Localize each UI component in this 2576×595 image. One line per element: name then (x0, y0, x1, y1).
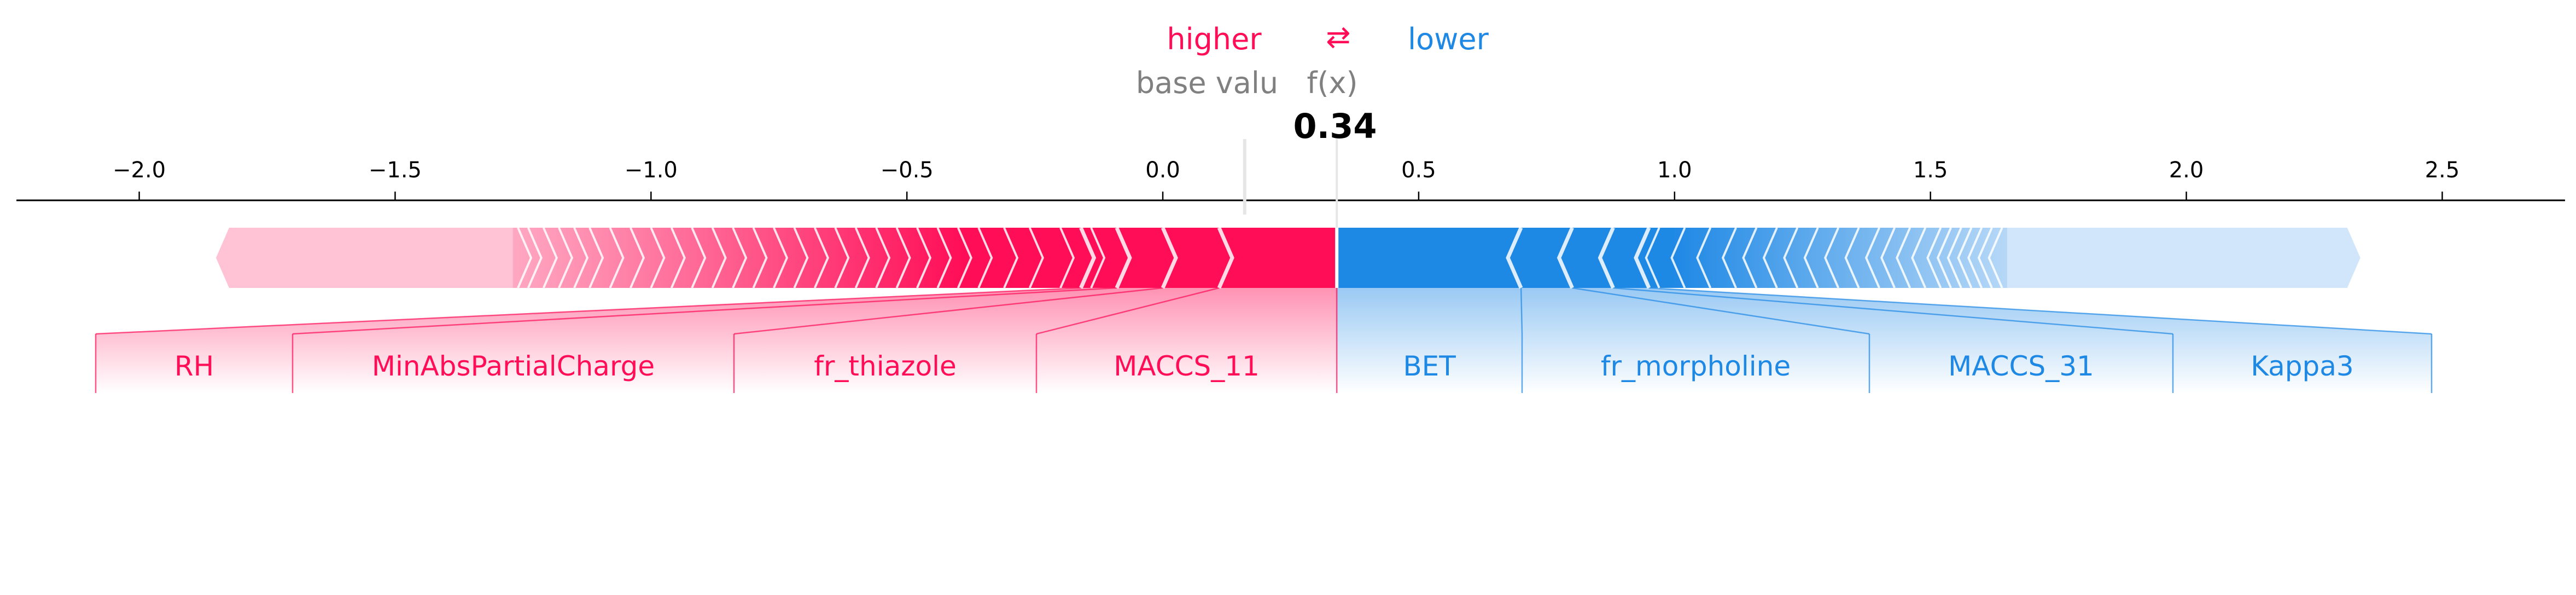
positive-chevron (854, 227, 870, 288)
positive-chevron (793, 227, 809, 288)
positive-chevron (1003, 227, 1019, 288)
negative-feature-connector (1648, 287, 2432, 335)
feature-label: fr_thiazole (814, 350, 956, 382)
positive-chevron (691, 227, 707, 288)
negative-feature-band (1572, 288, 2173, 393)
legend-higher: higher (1167, 22, 1262, 56)
positive-chevron (1028, 227, 1044, 288)
positive-chevron (1059, 227, 1075, 288)
positive-feature-band (293, 288, 1163, 393)
x-tick-label: −0.5 (881, 158, 934, 183)
negative-chevron (1557, 227, 1574, 289)
positive-chevron (732, 227, 748, 288)
legend-lower: lower (1408, 22, 1489, 56)
base-value-label: base valu (1136, 66, 1278, 100)
x-tick-label: −1.0 (625, 158, 678, 183)
negative-chevron (1783, 227, 1799, 288)
negative-chevron (1988, 227, 2003, 288)
x-tick-label: 2.5 (2425, 158, 2460, 183)
negative-chevron (1957, 227, 1973, 288)
positive-chevron (711, 227, 727, 288)
feature-label: BET (1403, 350, 1456, 382)
feature-label: MinAbsPartialCharge (372, 350, 655, 382)
negative-chevron (1762, 227, 1778, 288)
x-tick-label: −1.5 (369, 158, 422, 183)
feature-label: MACCS_11 (1114, 350, 1260, 382)
negative-chevron (1946, 227, 1962, 288)
negative-chevron (1936, 227, 1952, 288)
negative-chevron (1926, 227, 1942, 288)
positive-chevron (834, 227, 850, 288)
positive-bar (512, 228, 1337, 288)
positive-chevron (1217, 227, 1234, 289)
feature-label: fr_morpholine (1601, 350, 1791, 382)
negative-chevron (1803, 227, 1819, 288)
positive-chevron (650, 227, 666, 288)
positive-chevron (1161, 227, 1178, 289)
positive-chevron (527, 227, 543, 288)
positive-chevron (670, 227, 686, 288)
feature-label: Kappa3 (2251, 350, 2353, 382)
fx-label: f(x) (1307, 66, 1357, 100)
negative-chevron (1506, 227, 1523, 289)
x-tick-label: 1.0 (1657, 158, 1692, 183)
x-tick-label: −2.0 (113, 158, 166, 183)
negative-chevron (1598, 227, 1615, 289)
negative-feature-band (1521, 288, 1869, 393)
positive-chevron (773, 227, 789, 288)
positive-chevron (573, 227, 589, 288)
positive-feature-band (96, 288, 1117, 393)
negative-chevron (1911, 227, 1927, 288)
positive-chevron (1115, 227, 1132, 289)
x-tick-label: 1.5 (1913, 158, 1948, 183)
positive-feature-connector (95, 287, 1081, 335)
positive-chevron (752, 227, 768, 288)
positive-feature-band (734, 288, 1219, 393)
positive-chevron (588, 227, 604, 288)
feature-label: RH (174, 350, 214, 382)
feature-label: MACCS_31 (1948, 350, 2094, 382)
legend-arrows-icon: ⇄ (1326, 20, 1350, 54)
positive-chevron (895, 227, 911, 288)
negative-chevron (1844, 227, 1860, 288)
negative-feature-band (1337, 288, 1522, 393)
negative-chevron (1696, 227, 1712, 288)
positive-chevron (558, 227, 574, 288)
negative-chevron (1896, 227, 1911, 288)
negative-chevron (1977, 227, 1993, 288)
positive-chevron (977, 227, 993, 288)
positive-chevron (542, 227, 558, 288)
x-tick-label: 2.0 (2169, 158, 2204, 183)
output-value-label: 0.34 (1293, 106, 1377, 146)
positive-chevron (1090, 227, 1106, 288)
positive-chevron (875, 227, 891, 288)
positive-chevron (957, 227, 972, 288)
positive-chevron (936, 227, 952, 288)
negative-chevron (1967, 227, 1983, 288)
negative-chevron (1864, 227, 1880, 288)
negative-chevron (1880, 227, 1896, 288)
negative-feature-band (1613, 288, 2432, 393)
positive-chevron (916, 227, 932, 288)
negative-chevron (1742, 227, 1758, 288)
negative-chevron (1645, 227, 1660, 288)
x-tick-label: 0.5 (1401, 158, 1436, 183)
negative-chevron (1634, 227, 1651, 289)
positive-chevron (630, 227, 645, 288)
positive-chevron (1079, 227, 1097, 289)
positive-chevron (609, 227, 625, 288)
negative-chevron (1721, 227, 1737, 288)
x-tick-label: 0.0 (1145, 158, 1180, 183)
positive-chevron (813, 227, 829, 288)
negative-chevron (1670, 227, 1686, 288)
negative-chevron (1824, 227, 1840, 288)
positive-chevron (517, 227, 533, 288)
positive-feature-band (1036, 288, 1337, 393)
